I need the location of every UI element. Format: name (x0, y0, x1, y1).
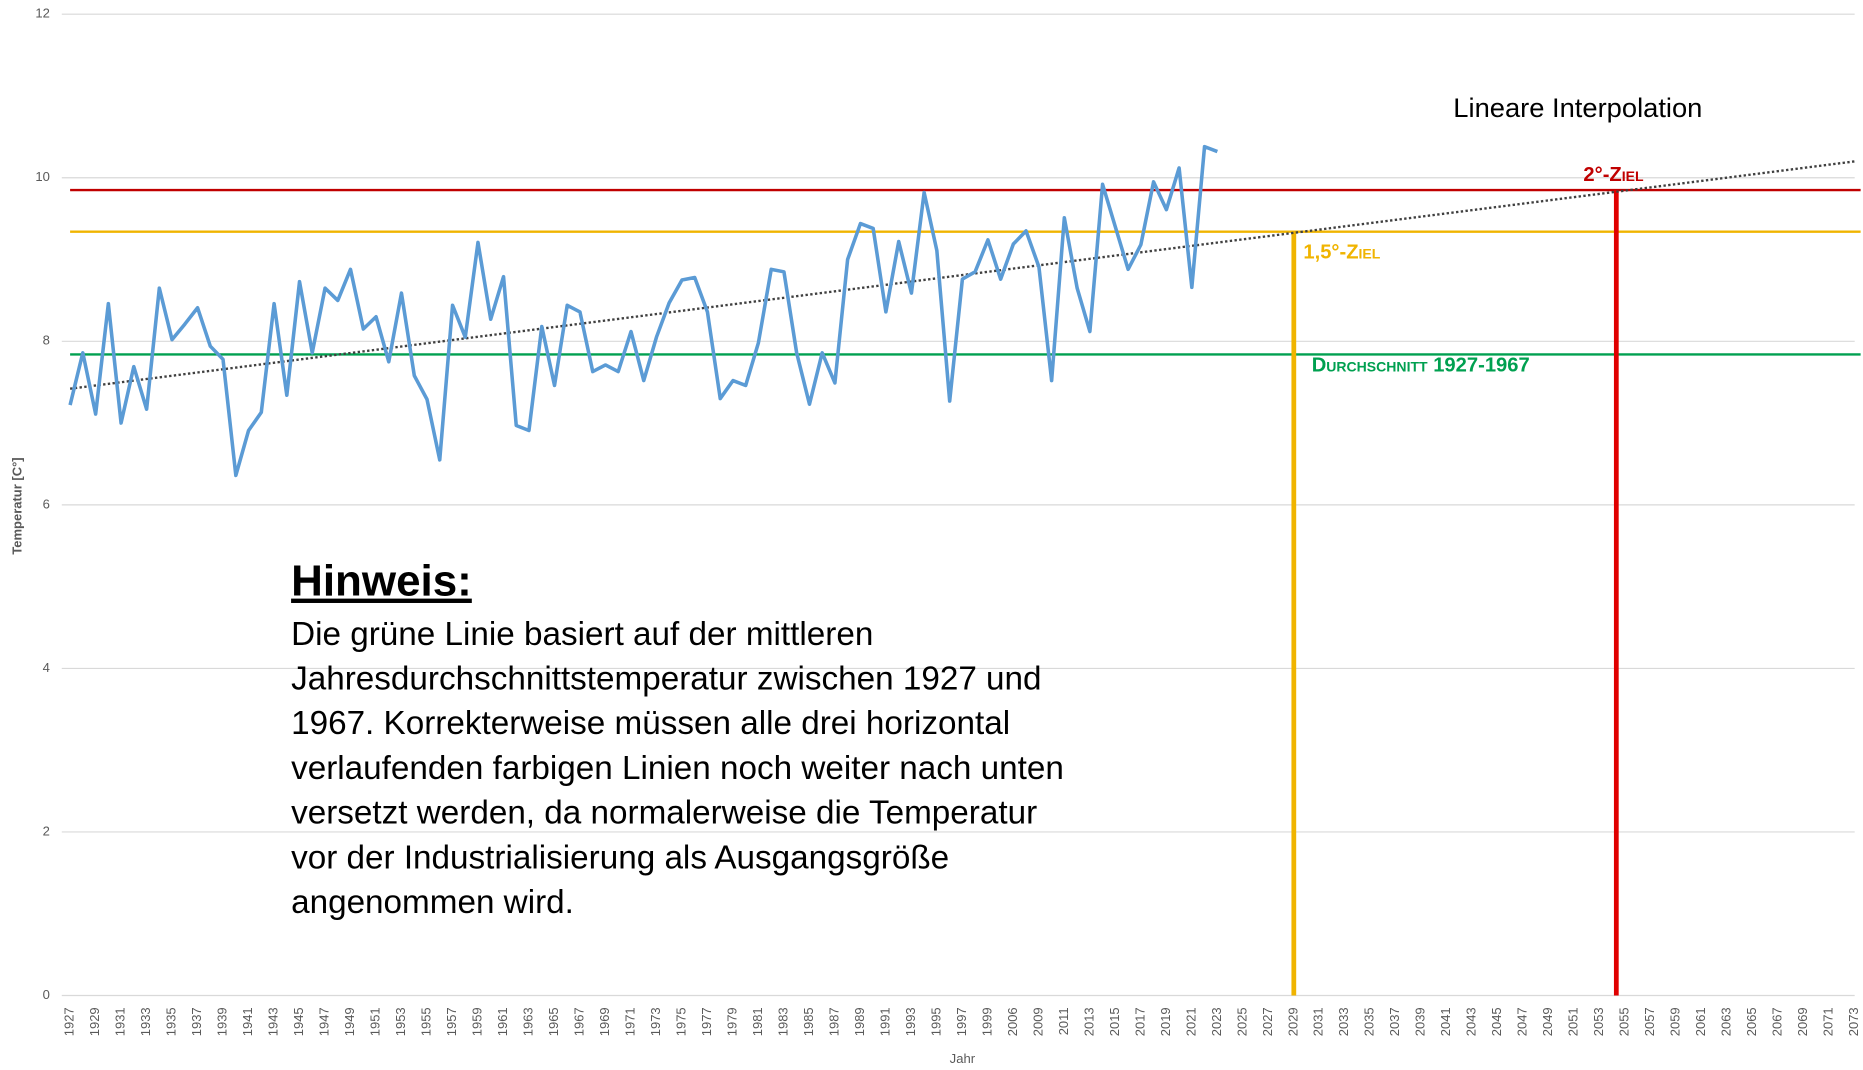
x-tick-label: 2035 (1362, 1007, 1377, 1036)
x-tick-label: 2073 (1846, 1007, 1861, 1036)
note-line: angenommen wird. (291, 884, 574, 921)
x-tick-label: 1981 (750, 1007, 765, 1036)
x-tick-label: 1993 (903, 1007, 918, 1036)
reference-label: 2°-Ziel (1583, 164, 1644, 186)
x-tick-label: 2023 (1209, 1007, 1224, 1036)
x-tick-label: 2053 (1591, 1007, 1606, 1036)
note-line: vor der Industrialisierung als Ausgangsg… (291, 839, 949, 876)
x-tick-label: 2041 (1438, 1007, 1453, 1036)
x-tick-label: 1985 (801, 1007, 816, 1036)
x-tick-label: 2006 (1005, 1007, 1020, 1036)
x-tick-label: 2013 (1081, 1007, 1096, 1036)
x-tick-label: 2019 (1158, 1007, 1173, 1036)
x-tick-label: 1975 (673, 1007, 688, 1036)
y-tick-label: 4 (43, 660, 50, 675)
x-tick-label: 1959 (469, 1007, 484, 1036)
x-tick-label: 2051 (1566, 1007, 1581, 1036)
x-tick-label: 2021 (1183, 1007, 1198, 1036)
reference-label: Durchschnitt 1927-1967 (1312, 355, 1530, 377)
reference-label: 1,5°-Ziel (1303, 241, 1380, 263)
x-tick-label: 1947 (316, 1007, 331, 1036)
x-tick-label: 1931 (113, 1007, 128, 1036)
y-tick-label: 6 (43, 496, 50, 511)
x-tick-label: 2011 (1056, 1007, 1071, 1035)
x-tick-label: 1961 (495, 1007, 510, 1036)
y-tick-label: 0 (43, 987, 50, 1002)
y-tick-label: 12 (35, 6, 50, 21)
x-tick-label: 1933 (138, 1007, 153, 1036)
x-tick-label: 1941 (240, 1007, 255, 1036)
note-line: 1967. Korrekterweise müssen alle drei ho… (291, 705, 1010, 742)
x-tick-label: 1937 (189, 1007, 204, 1036)
x-tick-label: 2067 (1770, 1007, 1785, 1036)
x-tick-label: 2047 (1515, 1007, 1530, 1036)
x-tick-label: 2049 (1540, 1007, 1555, 1036)
x-tick-label: 2061 (1693, 1007, 1708, 1036)
x-tick-label: 1989 (852, 1007, 867, 1036)
x-tick-label: 1935 (163, 1007, 178, 1036)
x-tick-label: 1939 (214, 1007, 229, 1036)
x-tick-label: 1927 (62, 1007, 77, 1036)
y-tick-label: 8 (43, 333, 50, 348)
x-tick-label: 2065 (1744, 1007, 1759, 1036)
x-tick-label: 1969 (597, 1007, 612, 1036)
x-tick-label: 2059 (1668, 1007, 1683, 1036)
x-tick-label: 2055 (1617, 1007, 1632, 1036)
x-tick-label: 2031 (1311, 1007, 1326, 1036)
x-tick-label: 2027 (1260, 1007, 1275, 1036)
x-tick-label: 1987 (826, 1007, 841, 1036)
x-tick-label: 2039 (1413, 1007, 1428, 1036)
x-tick-label: 2009 (1030, 1007, 1045, 1036)
x-tick-label: 2045 (1489, 1007, 1504, 1036)
x-tick-label: 1997 (954, 1007, 969, 1036)
x-tick-label: 1945 (291, 1007, 306, 1036)
x-tick-label: 1967 (571, 1007, 586, 1036)
x-tick-label: 1979 (724, 1007, 739, 1036)
trend-label: Lineare Interpolation (1453, 92, 1702, 123)
x-tick-label: 2037 (1387, 1007, 1402, 1036)
x-tick-label: 2017 (1132, 1007, 1147, 1036)
note-title: Hinweis: (291, 557, 472, 606)
x-tick-label: 2029 (1285, 1007, 1300, 1036)
x-tick-label: 1963 (520, 1007, 535, 1036)
series-line (68, 144, 1219, 478)
x-tick-label: 1943 (265, 1007, 280, 1036)
x-tick-label: 1977 (699, 1007, 714, 1036)
x-tick-label: 1955 (418, 1007, 433, 1036)
x-tick-label: 2063 (1719, 1007, 1734, 1036)
x-tick-label: 1973 (648, 1007, 663, 1036)
x-tick-label: 2033 (1336, 1007, 1351, 1036)
note-line: Die grüne Linie basiert auf der mittlere… (291, 616, 873, 653)
x-tick-label: 2025 (1234, 1007, 1249, 1036)
x-tick-label: 1951 (367, 1007, 382, 1036)
x-tick-label: 1995 (928, 1007, 943, 1036)
x-axis-title: Jahr (950, 1051, 976, 1066)
x-tick-label: 1999 (979, 1007, 994, 1036)
x-tick-label: 1965 (546, 1007, 561, 1036)
x-tick-label: 1929 (87, 1007, 102, 1036)
trend-line (69, 160, 1855, 390)
x-tick-label: 2043 (1464, 1007, 1479, 1036)
x-tick-label: 1949 (342, 1007, 357, 1036)
note-line: versetzt werden, da normalerweise die Te… (291, 795, 1037, 832)
x-tick-label: 1953 (393, 1007, 408, 1036)
note-line: Jahresdurchschnittstemperatur zwischen 1… (291, 661, 1041, 698)
x-tick-label: 2071 (1821, 1007, 1836, 1036)
y-axis-title: Temperatur [C°] (9, 457, 24, 554)
x-tick-label: 1983 (775, 1007, 790, 1036)
x-tick-label: 2015 (1107, 1007, 1122, 1036)
y-tick-label: 2 (43, 823, 50, 838)
note-line: verlaufenden farbigen Linien noch weiter… (291, 750, 1064, 787)
x-tick-label: 1971 (622, 1007, 637, 1036)
x-tick-label: 1991 (877, 1007, 892, 1036)
x-tick-label: 2057 (1642, 1007, 1657, 1036)
y-tick-label: 10 (35, 169, 50, 184)
x-tick-label: 2069 (1795, 1007, 1810, 1036)
x-tick-label: 1957 (444, 1007, 459, 1036)
